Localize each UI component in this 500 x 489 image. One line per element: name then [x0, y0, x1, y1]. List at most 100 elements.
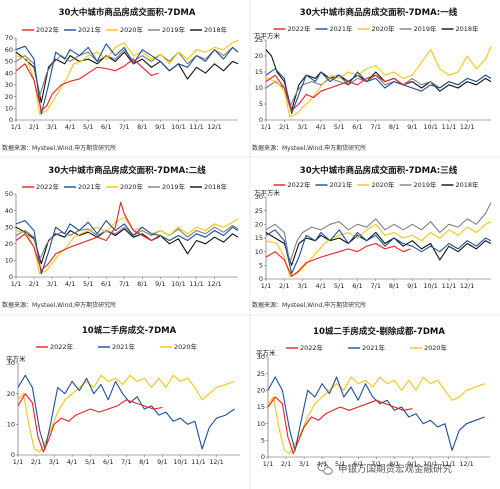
chart-30city-tier2: 30大中城市商品房成交面积-7DMA:二线 2022年 2021年 2020年 2019…	[2, 165, 239, 309]
x-tick-label: 1/1	[11, 123, 21, 131]
legend-label: 2020年	[174, 342, 198, 351]
series-line	[15, 201, 159, 271]
x-tick-label: 12/1	[459, 460, 474, 468]
y-tick-label: 50	[5, 58, 13, 66]
series-line	[267, 376, 485, 455]
wechat-icon	[317, 462, 333, 475]
y-tick-label: 30	[255, 193, 263, 201]
y-unit-label: 万平方米	[254, 188, 281, 197]
source-note: 数据来源：Mysteel,Wind,申万期货研究所	[252, 144, 366, 152]
x-tick-label: 3/1	[297, 282, 307, 290]
y-tick-label: 70	[5, 34, 13, 42]
y-tick-label: 0	[9, 273, 13, 281]
x-tick-label: 1/1	[261, 282, 271, 290]
x-tick-label: 8/1	[137, 280, 147, 288]
x-tick-label: 4/1	[67, 458, 77, 466]
y-tick-label: 30	[5, 223, 13, 231]
x-tick-label: 6/1	[101, 123, 111, 131]
legend-label: 2021年	[78, 182, 102, 191]
y-unit-label: 平方米	[256, 348, 276, 357]
series-line	[15, 51, 239, 103]
x-tick-label: 2/1	[279, 282, 289, 290]
y-tick-label: 25	[255, 36, 263, 44]
legend-label: 2021年	[330, 24, 354, 33]
y-tick-label: 20	[255, 221, 263, 229]
legend-label: 2021年	[362, 343, 386, 352]
y-tick-label: 50	[5, 190, 13, 198]
y-unit-label: 万平方米	[254, 31, 281, 40]
x-tick-label: 6/1	[103, 458, 113, 466]
chart-title: 30大中城市商品房成交面积-7DMA:三线	[300, 165, 458, 176]
y-tick-label: 0	[261, 453, 265, 461]
x-tick-label: 10/1	[423, 123, 438, 131]
x-tick-label: 2/1	[281, 460, 291, 468]
series-line	[265, 46, 492, 118]
x-tick-label: 7/1	[119, 280, 129, 288]
y-tick-label: 5	[261, 437, 265, 445]
series-line	[15, 46, 239, 98]
x-tick-label: 6/1	[352, 282, 362, 290]
series-line	[267, 376, 485, 451]
y-tick-label: 10	[255, 84, 263, 92]
x-tick-label: 6/1	[352, 123, 362, 131]
x-tick-label: 8/1	[389, 460, 399, 468]
y-tick-label: 25	[255, 207, 263, 215]
legend-label: 2018年	[204, 25, 228, 34]
x-tick-label: 8/1	[137, 123, 147, 131]
chart-title: 10城二手房成交-7DMA	[82, 325, 177, 336]
watermark-text: 申银万国期货宏观金融研究	[338, 463, 453, 475]
x-tick-label: 4/1	[65, 123, 75, 131]
legend-label: 2019年	[414, 180, 438, 189]
legend-label: 2022年	[36, 182, 60, 191]
x-tick-label: 2/1	[279, 123, 289, 131]
y-tick-label: 0	[9, 116, 13, 124]
x-tick-label: 7/1	[371, 282, 381, 290]
x-tick-label: 8/1	[389, 282, 399, 290]
y-unit-label: 平方米	[6, 354, 26, 363]
y-tick-label: 30	[5, 81, 13, 89]
x-tick-label: 9/1	[155, 280, 165, 288]
series-line	[265, 242, 411, 277]
y-tick-label: 20	[257, 387, 265, 395]
x-tick-label: 1/1	[261, 123, 271, 131]
chart-10city-secondhand: 10城二手房成交-7DMA 平方米 2022年 2021年 2020年 0 10 20 30 1/…	[6, 325, 240, 466]
y-tick-label: 10	[257, 420, 265, 428]
x-tick-label: 6/1	[101, 280, 111, 288]
x-tick-label: 11/1	[191, 458, 206, 466]
series-line	[265, 49, 492, 111]
legend-label: 2020年	[372, 180, 396, 189]
legend-label: 2022年	[36, 25, 60, 34]
y-tick-label: 25	[257, 370, 265, 378]
x-tick-label: 2/1	[31, 458, 41, 466]
series-line	[15, 220, 239, 275]
x-tick-label: 11/1	[441, 460, 456, 468]
y-tick-label: 15	[257, 403, 265, 411]
legend-label: 2018年	[456, 180, 480, 189]
series-line	[15, 43, 239, 115]
y-tick-label: 0	[11, 451, 15, 459]
x-tick-label: 10/1	[423, 460, 438, 468]
legend-label: 2021年	[330, 180, 354, 189]
chart-10city-secondhand-ex-chengdu: 10城二手房成交-剔除成都-7DMA 平方米 2022年 2021年 2020年 0 5 10…	[256, 326, 490, 468]
x-tick-label: 9/1	[155, 123, 165, 131]
x-tick-label: 5/1	[335, 460, 345, 468]
chart-title: 30大中城市商品房成交面积-7DMA:一线	[300, 7, 458, 18]
x-tick-label: 9/1	[407, 282, 417, 290]
x-tick-label: 3/1	[49, 458, 59, 466]
series-line	[265, 74, 411, 111]
x-tick-label: 7/1	[121, 458, 131, 466]
series-line	[17, 374, 235, 450]
legend-label: 2020年	[120, 182, 144, 191]
x-tick-label: 9/1	[407, 460, 417, 468]
x-tick-label: 1/1	[11, 280, 21, 288]
legend-label: 2018年	[204, 182, 228, 191]
x-tick-label: 2/1	[29, 123, 39, 131]
legend-label: 2020年	[372, 24, 396, 33]
x-tick-label: 10/1	[423, 282, 438, 290]
series-line	[15, 226, 239, 265]
x-tick-label: 3/1	[297, 123, 307, 131]
series-line	[17, 374, 235, 453]
x-tick-label: 12/1	[209, 458, 224, 466]
